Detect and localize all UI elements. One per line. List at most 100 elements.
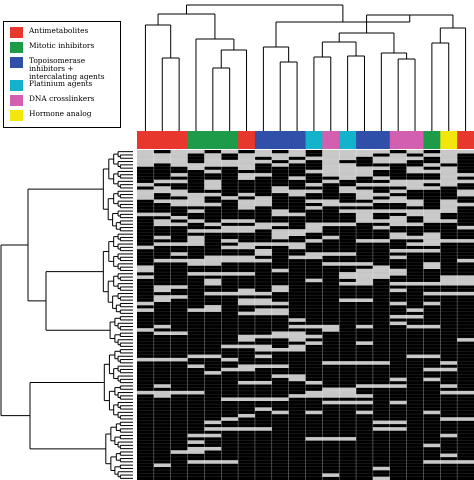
heatmap-cell <box>423 301 441 306</box>
heatmap-cell <box>137 156 188 161</box>
heatmap-cell <box>271 285 289 289</box>
heatmap-cell <box>271 209 289 213</box>
heatmap-cell <box>389 400 407 405</box>
legend-label: Platinium agents <box>29 79 93 88</box>
heatmap-cell <box>187 364 205 368</box>
heatmap-cell <box>423 216 441 220</box>
heatmap-cell <box>406 150 424 154</box>
heatmap-cell <box>221 225 272 230</box>
heatmap-cell <box>204 371 222 375</box>
heatmap-cell <box>288 318 306 322</box>
heatmap-cell <box>440 199 458 203</box>
heatmap-cell <box>423 291 474 296</box>
heatmap-cell <box>187 196 205 200</box>
heatmap-cell <box>137 265 154 269</box>
heatmap-cell <box>389 179 474 184</box>
heatmap-cell <box>238 206 255 210</box>
class-bar-cell <box>305 131 323 149</box>
legend-swatch <box>10 57 23 68</box>
heatmap-cell <box>153 384 171 388</box>
heatmap-cell <box>372 466 390 471</box>
heatmap-cell <box>440 159 458 164</box>
heatmap-cell <box>271 189 323 194</box>
heatmap-cell <box>339 275 390 279</box>
heatmap-cell <box>254 150 272 154</box>
heatmap-cell <box>137 150 154 154</box>
heatmap-cell <box>271 163 289 167</box>
heatmap-cell <box>406 202 424 207</box>
heatmap-cell <box>305 222 357 227</box>
heatmap-cell <box>440 384 458 388</box>
heatmap-cell <box>254 249 272 253</box>
heatmap-cell <box>389 235 441 240</box>
heatmap-cell <box>137 189 188 194</box>
heatmap-cell <box>305 183 323 187</box>
heatmap-cell <box>440 433 458 438</box>
heatmap-cell <box>254 252 272 256</box>
class-bar-cell <box>137 131 155 149</box>
heatmap-cell <box>440 166 458 170</box>
heatmap-cell <box>457 258 474 263</box>
legend-swatch <box>10 110 23 121</box>
class-bar-cell <box>153 131 171 149</box>
heatmap-cell <box>137 328 154 332</box>
heatmap-cell <box>153 242 205 246</box>
heatmap-cell <box>204 179 222 184</box>
heatmap-cell <box>170 202 222 207</box>
heatmap-cell <box>137 275 154 279</box>
heatmap-cell <box>204 305 222 309</box>
heatmap-cell <box>356 278 373 283</box>
class-bar-cell <box>339 131 357 149</box>
heatmap-cell <box>221 344 272 349</box>
class-bar-cell <box>389 131 407 149</box>
heatmap-cell <box>221 196 239 200</box>
heatmap-cell <box>204 222 222 227</box>
legend-item: Platinium agents <box>10 79 93 91</box>
heatmap-cell <box>170 173 188 177</box>
heatmap-cell <box>137 196 154 200</box>
class-bar-cell <box>356 131 374 149</box>
heatmap-cell <box>153 288 171 293</box>
heatmap-cell <box>356 212 373 217</box>
heatmap-cell <box>339 176 357 180</box>
legend-item: DNA crosslinkers <box>10 94 95 106</box>
class-bar-cell <box>423 131 441 149</box>
heatmap-cell <box>423 460 474 464</box>
heatmap-cell <box>288 394 373 398</box>
class-bar-cell <box>187 131 205 149</box>
heatmap-cell <box>170 216 188 220</box>
heatmap-cell <box>254 354 272 359</box>
heatmap-cell <box>372 265 390 269</box>
heatmap-cell <box>288 324 340 329</box>
heatmap-cell <box>356 196 373 200</box>
heatmap-cell <box>356 341 373 345</box>
heatmap-cell <box>153 235 171 240</box>
heatmap-cell <box>372 199 424 203</box>
heatmap-cell <box>372 176 390 180</box>
heatmap-cell <box>322 179 340 184</box>
heatmap-cell <box>423 265 441 269</box>
heatmap-cell <box>187 440 205 444</box>
heatmap-cell <box>288 377 306 382</box>
heatmap-cell <box>271 235 289 240</box>
heatmap-cell <box>389 189 407 194</box>
legend-label: Topoisomerase inhibitors + intercalating… <box>29 56 105 82</box>
legend-label: DNA crosslinkers <box>29 94 95 103</box>
legend-label: Hormone analog <box>29 109 92 118</box>
heatmap-cell <box>423 377 441 382</box>
legend-item: Antimetabolites <box>10 26 88 38</box>
heatmap-cell <box>406 166 424 170</box>
heatmap-cell <box>271 186 289 190</box>
heatmap-cell <box>221 239 239 243</box>
heatmap-cell <box>423 239 474 243</box>
heatmap-cell <box>187 166 205 170</box>
class-bar-cell <box>238 131 256 149</box>
heatmap-cell <box>305 390 357 395</box>
legend-swatch <box>10 80 23 91</box>
heatmap-cell <box>305 410 323 415</box>
heatmap-cell <box>238 301 289 306</box>
heatmap-cell <box>288 192 306 197</box>
heatmap-cell <box>322 235 340 240</box>
heatmap-cell <box>137 245 154 250</box>
heatmap-cell <box>170 192 222 197</box>
